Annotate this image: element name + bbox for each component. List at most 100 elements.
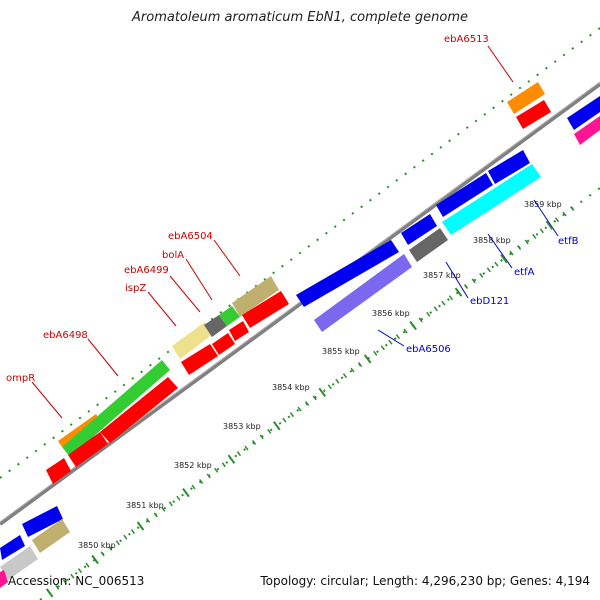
minor-tick-mark bbox=[509, 250, 514, 256]
gene-feature-cyan-etfA bbox=[442, 164, 541, 235]
major-tick-mark bbox=[363, 354, 372, 364]
minor-tick-mark bbox=[335, 378, 340, 384]
minor-tick-mark bbox=[539, 228, 544, 234]
minor-tick-mark bbox=[100, 551, 105, 557]
gene-feature-khaki-left bbox=[32, 519, 70, 553]
minor-tick-mark bbox=[403, 328, 408, 334]
leader-line-ebA6504 bbox=[213, 239, 241, 277]
gene-feature-blue-etfB bbox=[488, 150, 530, 184]
minor-tick-mark bbox=[448, 295, 454, 301]
minor-tick-mark bbox=[62, 579, 67, 585]
gene-feature-slateblue-ebA6506 bbox=[314, 254, 412, 332]
gene-feature-blue-edge bbox=[567, 96, 600, 130]
gene-label-ebA6498: ebA6498 bbox=[43, 330, 88, 341]
genome-summary: Topology: circular; Length: 4,296,230 bp… bbox=[260, 574, 590, 588]
major-tick-mark bbox=[136, 521, 145, 531]
minor-tick-mark bbox=[108, 545, 113, 551]
minor-tick-mark bbox=[252, 440, 257, 445]
tick-label: 3852 kbp bbox=[174, 461, 212, 470]
genome-backbone bbox=[0, 82, 600, 526]
gene-label-ebD121: ebD121 bbox=[470, 296, 509, 307]
minor-tick-mark bbox=[373, 350, 378, 356]
minor-tick-mark bbox=[517, 245, 522, 250]
major-tick-mark bbox=[454, 287, 463, 297]
minor-tick-mark bbox=[479, 272, 484, 278]
minor-tick-mark bbox=[380, 345, 385, 351]
leader-line-ebD121 bbox=[445, 261, 469, 299]
leader-line-ompR bbox=[31, 381, 63, 419]
minor-tick-mark bbox=[214, 467, 219, 473]
tick-label: 3853 kbp bbox=[223, 422, 261, 431]
tick-label: 3854 kbp bbox=[272, 383, 310, 392]
gene-label-ebA6499: ebA6499 bbox=[124, 265, 169, 276]
gene-feature-orange bbox=[58, 414, 100, 447]
leader-line-ebA6506 bbox=[377, 329, 405, 347]
gene-feature-green-ebA6498 bbox=[62, 360, 170, 457]
minor-tick-mark bbox=[70, 573, 75, 579]
gene-label-ebA6504: ebA6504 bbox=[168, 231, 213, 242]
minor-tick-mark bbox=[562, 211, 567, 217]
gene-feature-blue-short bbox=[401, 214, 437, 245]
minor-tick-mark bbox=[554, 217, 560, 223]
minor-tick-mark bbox=[441, 300, 446, 306]
minor-tick-mark bbox=[199, 479, 204, 484]
minor-tick-mark bbox=[55, 584, 60, 590]
accession-label: Accession: NC_006513 bbox=[8, 574, 145, 588]
leader-line-etfA bbox=[487, 233, 513, 269]
minor-tick-mark bbox=[464, 284, 469, 289]
gene-feature-red-6 bbox=[229, 321, 249, 341]
major-tick-mark bbox=[182, 487, 190, 498]
gene-feature-red-2 bbox=[68, 432, 108, 467]
minor-tick-mark bbox=[327, 384, 332, 390]
gene-feature-orange-ebA6513 bbox=[507, 82, 545, 114]
minor-tick-mark bbox=[221, 462, 226, 468]
forward-gene-labels: ompR ebA6498 ispZ ebA6499 bolA ebA6504 e… bbox=[6, 34, 514, 419]
major-tick-mark bbox=[91, 554, 99, 565]
gene-feature-red-ebA6513 bbox=[516, 100, 551, 129]
gene-feature-blue-left-2 bbox=[22, 506, 63, 537]
minor-tick-mark bbox=[282, 417, 287, 423]
leader-line-bolA bbox=[185, 258, 213, 301]
minor-tick-mark bbox=[85, 562, 90, 568]
minor-tick-mark bbox=[494, 261, 499, 267]
minor-tick-mark bbox=[161, 506, 166, 512]
minor-tick-mark bbox=[77, 568, 83, 574]
gene-feature-pink-edge bbox=[574, 116, 600, 145]
gene-label-ispZ: ispZ bbox=[125, 283, 146, 294]
minor-tick-mark bbox=[350, 367, 355, 373]
gene-feature-gray-ebD121 bbox=[409, 228, 448, 262]
major-tick-mark bbox=[227, 454, 236, 464]
major-tick-mark bbox=[545, 220, 554, 230]
minor-tick-mark bbox=[146, 518, 151, 523]
gene-label-ebA6513: ebA6513 bbox=[444, 34, 489, 45]
gene-label-etfB: etfB bbox=[558, 236, 579, 247]
minor-tick-mark bbox=[130, 529, 136, 535]
minor-tick-mark bbox=[206, 473, 211, 479]
leader-line-ebA6498 bbox=[87, 338, 119, 377]
gene-feature-blue-left-1 bbox=[0, 535, 25, 560]
major-tick-mark bbox=[409, 320, 417, 331]
minor-tick-mark bbox=[191, 484, 196, 490]
gene-label-ebA6506: ebA6506 bbox=[406, 344, 451, 355]
reverse-strand-features bbox=[0, 100, 551, 588]
minor-tick-mark bbox=[297, 406, 302, 412]
tick-label: 3859 kbp bbox=[524, 200, 562, 209]
gene-feature-pink-left bbox=[0, 570, 8, 588]
major-tick-mark bbox=[500, 254, 508, 264]
tick-label: 3851 kbp bbox=[126, 501, 164, 510]
minor-tick-mark bbox=[259, 434, 264, 440]
gene-label-etfA: etfA bbox=[514, 267, 535, 278]
gene-feature-green-bolA bbox=[219, 306, 240, 326]
major-tick-mark bbox=[45, 588, 54, 598]
minor-tick-mark bbox=[305, 401, 310, 406]
gene-feature-red-5 bbox=[212, 333, 235, 355]
minor-tick-mark bbox=[123, 534, 128, 540]
tick-label: 3850 kbp bbox=[78, 541, 116, 550]
minor-tick-mark bbox=[342, 373, 348, 379]
minor-tick-mark bbox=[289, 412, 295, 418]
gene-feature-khaki-ebA6504 bbox=[232, 276, 279, 317]
minor-tick-mark bbox=[570, 206, 575, 211]
outer-guide-line bbox=[0, 27, 600, 479]
minor-tick-mark bbox=[115, 540, 120, 546]
